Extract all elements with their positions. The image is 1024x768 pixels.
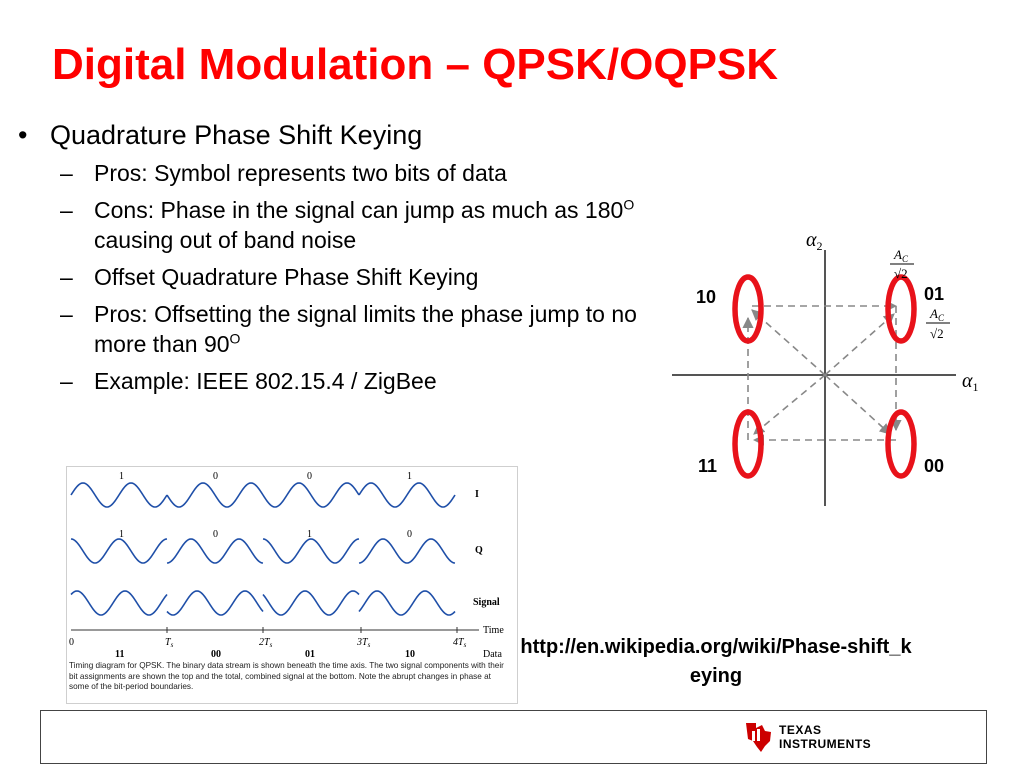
dashed-diagonal (824, 374, 891, 435)
dashed-diagonal (751, 309, 826, 376)
data-bit: 01 (305, 649, 315, 659)
row-label-i: I (475, 489, 479, 500)
q-bit: 1 (119, 529, 124, 540)
data-bit: 11 (115, 649, 124, 659)
sub-bullet-cons: – Cons: Phase in the signal can jump as … (18, 195, 668, 255)
wikipedia-link[interactable]: http://en.wikipedia.org/wiki/Phase-shift… (520, 636, 912, 687)
alpha1-label: α1 (962, 370, 979, 394)
tick-2ts: 2Ts (259, 637, 273, 649)
i-waveform (70, 482, 456, 508)
dash: – (60, 264, 73, 290)
qpsk-timing-diagram: 1 0 0 1 1 0 1 0 I Q Signal Time Data 0 T… (66, 466, 518, 704)
qpsk-constellation-diagram: 10 01 11 00 α2 α1 AC √2 AC √2 (672, 229, 979, 506)
data-label: Data (483, 649, 502, 659)
q-waveform (70, 538, 456, 564)
ti-logo-line1: TEXAS (779, 723, 822, 737)
sub-bullet-pros-offset: – Pros: Offsetting the signal limits the… (18, 299, 668, 359)
point-10-ellipse (732, 274, 764, 344)
row-label-q: Q (475, 545, 483, 556)
dashed-diagonal (824, 313, 895, 376)
point-00-ellipse (885, 409, 917, 479)
texas-instruments-logo: TEXAS INSTRUMENTS (743, 719, 883, 755)
point-01-ellipse (885, 274, 917, 344)
sub-bullet-pros: – Pros: Symbol represents two bits of da… (18, 158, 668, 188)
tick-3ts: 3Ts (356, 637, 371, 649)
sub-bullet-example: – Example: IEEE 802.15.4 / ZigBee (18, 366, 668, 396)
point-11-ellipse (732, 409, 764, 479)
dashed-diagonal (753, 374, 826, 435)
signal-waveform (70, 590, 456, 616)
q-bit: 1 (307, 529, 312, 540)
main-bullet: • Quadrature Phase Shift Keying (18, 118, 668, 152)
sub-bullet-text: Pros: Offsetting the signal limits the p… (94, 301, 637, 357)
sub-bullet-text: Cons: Phase in the signal can jump as mu… (94, 197, 624, 223)
label-01: 01 (924, 284, 944, 304)
sub-bullet-text: Example: IEEE 802.15.4 / ZigBee (94, 368, 437, 394)
time-label: Time (483, 625, 504, 636)
amp-right-den: √2 (930, 326, 944, 341)
timing-caption: Timing diagram for QPSK. The binary data… (69, 661, 504, 691)
bullet-list: • Quadrature Phase Shift Keying – Pros: … (18, 118, 668, 403)
label-11: 11 (698, 456, 717, 476)
amp-top-den: √2 (894, 266, 908, 281)
tick-ts: Ts (165, 637, 174, 649)
alpha2-label: α2 (806, 229, 823, 253)
ti-logo-line2: INSTRUMENTS (779, 737, 872, 751)
sub-bullet-oqpsk: – Offset Quadrature Phase Shift Keying (18, 262, 668, 292)
bullet-dot: • (18, 120, 28, 150)
dash: – (60, 197, 73, 223)
row-label-signal: Signal (473, 597, 500, 608)
data-bit: 10 (405, 649, 415, 659)
sub-bullet-text-cont: causing out of band noise (94, 227, 357, 253)
label-00: 00 (924, 456, 944, 476)
amp-top-num: AC (893, 247, 909, 264)
main-bullet-text: Quadrature Phase Shift Keying (50, 120, 423, 150)
data-bit: 00 (211, 649, 221, 659)
q-bit: 0 (213, 529, 218, 540)
sub-bullet-list: – Pros: Symbol represents two bits of da… (18, 158, 668, 396)
dash: – (60, 301, 73, 327)
sub-bullet-text: Pros: Symbol represents two bits of data (94, 160, 507, 186)
timing-diagram-svg: 1 0 0 1 1 0 1 0 I Q Signal Time Data 0 T… (69, 471, 504, 660)
i-bit: 0 (213, 471, 218, 482)
degree-mark: O (623, 196, 635, 213)
tick-0: 0 (69, 637, 74, 648)
i-bit: 1 (119, 471, 124, 482)
label-10: 10 (696, 287, 716, 307)
tick-4ts: 4Ts (453, 637, 467, 649)
slide-title: Digital Modulation – QPSK/OQPSK (52, 40, 779, 89)
i-bit: 0 (307, 471, 312, 482)
sub-bullet-text: Offset Quadrature Phase Shift Keying (94, 264, 479, 290)
footer-bar: TEXAS INSTRUMENTS (40, 710, 987, 764)
dash: – (60, 160, 73, 186)
degree-mark: O (229, 330, 241, 347)
amp-right-num: AC (929, 306, 945, 323)
dash: – (60, 368, 73, 394)
ti-state-icon (746, 723, 771, 752)
q-bit: 0 (407, 529, 412, 540)
i-bit: 1 (407, 471, 412, 482)
